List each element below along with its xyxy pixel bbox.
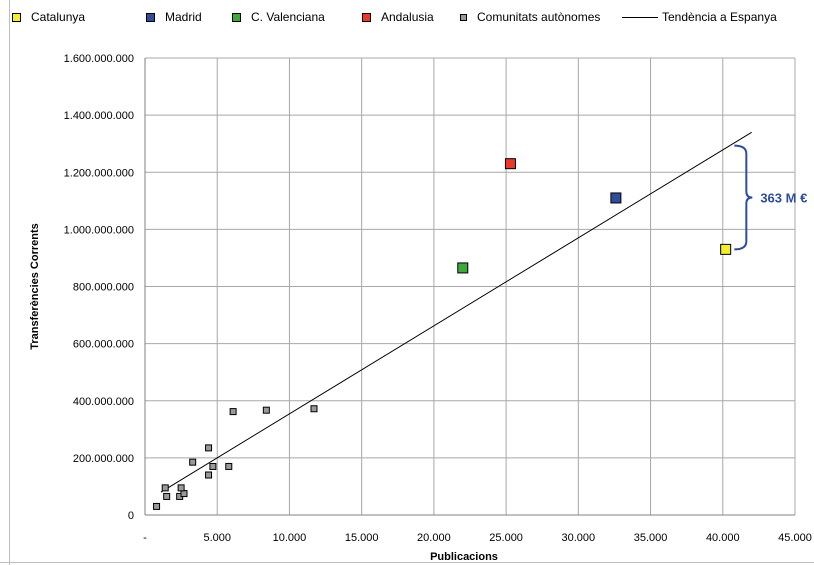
x-tick-label: 30.000 (562, 532, 596, 544)
x-tick-label: 25.000 (489, 532, 523, 544)
legend-label-valenciana: C. Valenciana (251, 10, 325, 24)
point-catalunya (720, 243, 732, 255)
legend-marker-andalusia (362, 12, 371, 22)
x-tick-label: - (143, 532, 147, 544)
legend-marker-valenciana (232, 12, 241, 22)
legend-item-andalusia: Andalusia (362, 10, 434, 24)
trend-line (160, 131, 752, 493)
point-comunitats-aut-nomes (177, 484, 185, 492)
x-tick-label: 40.000 (706, 532, 740, 544)
x-tick-label: 5.000 (203, 532, 231, 544)
legend-item-tendencia: Tendència a Espanya (622, 10, 777, 24)
point-madrid (610, 192, 622, 204)
point-comunitats-aut-nomes (189, 458, 197, 466)
plot-frame-left-edge (9, 0, 10, 565)
point-comunitats-aut-nomes (205, 471, 213, 479)
point-comunitats-aut-nomes (209, 462, 217, 470)
x-tick-label: 20.000 (417, 532, 451, 544)
y-tick-label: 400.000.000 (73, 396, 134, 408)
point-comunitats-aut-nomes (262, 406, 270, 414)
legend-label-catalunya: Catalunya (31, 10, 86, 24)
point-c-valenciana (457, 262, 469, 274)
y-axis-title: Transferències Corrents (29, 223, 41, 350)
x-tick-label: 45.000 (778, 532, 812, 544)
legend-label-tendencia: Tendència a Espanya (662, 10, 777, 24)
y-tick-label: 1.000.000.000 (64, 224, 134, 236)
y-tick-label: 800.000.000 (73, 282, 134, 294)
legend-marker-tendencia (622, 16, 658, 18)
y-tick-label: 200.000.000 (73, 453, 134, 465)
y-tick-label: 600.000.000 (73, 339, 134, 351)
point-comunitats-aut-nomes (161, 484, 169, 492)
legend-label-comunitats: Comunitats autònomes (477, 10, 601, 24)
legend-label-madrid: Madrid (165, 10, 202, 24)
legend-item-valenciana: C. Valenciana (232, 10, 325, 24)
x-tick-label: 35.000 (634, 532, 668, 544)
y-tick-label: 1.600.000.000 (64, 53, 134, 65)
point-comunitats-aut-nomes (180, 490, 188, 498)
point-comunitats-aut-nomes (225, 462, 233, 470)
legend-label-andalusia: Andalusia (381, 10, 434, 24)
legend-item-madrid: Madrid (146, 10, 202, 24)
legend-marker-comunitats (460, 13, 467, 21)
legend-item-catalunya: Catalunya (12, 10, 85, 24)
chart-legend: Catalunya Madrid C. Valenciana Andalusia… (0, 8, 814, 30)
annotation-bracket (734, 144, 753, 251)
point-comunitats-aut-nomes (153, 502, 161, 510)
y-tick-label: 0 (128, 510, 134, 522)
y-tick-label: 1.400.000.000 (64, 110, 134, 122)
point-comunitats-aut-nomes (229, 408, 237, 416)
legend-marker-madrid (146, 12, 155, 22)
point-comunitats-aut-nomes (205, 444, 213, 452)
x-tick-label: 15.000 (345, 532, 379, 544)
annotation-label: 363 M € (760, 191, 807, 206)
x-axis-title: Publicacions (430, 551, 498, 563)
legend-item-comunitats: Comunitats autònomes (460, 10, 600, 24)
point-andalusia (504, 158, 516, 170)
legend-marker-catalunya (12, 12, 21, 22)
point-comunitats-aut-nomes (310, 405, 318, 413)
point-comunitats-aut-nomes (163, 492, 171, 500)
x-tick-label: 10.000 (273, 532, 307, 544)
plot-frame-bottom-edge (0, 562, 814, 563)
y-tick-label: 1.200.000.000 (64, 167, 134, 179)
